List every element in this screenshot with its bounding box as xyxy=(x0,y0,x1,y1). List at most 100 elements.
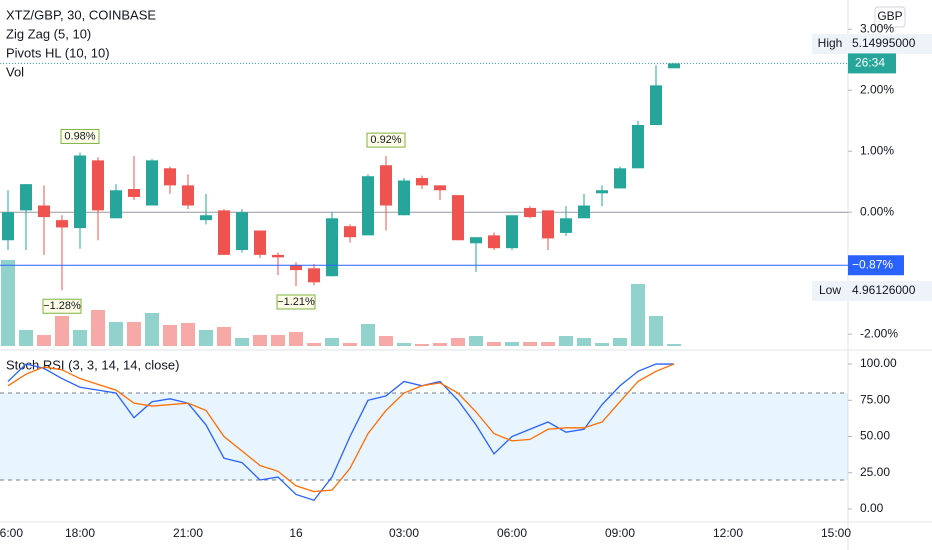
volume-bar xyxy=(73,330,87,346)
y-tick-label: -2.00% xyxy=(860,326,898,340)
x-tick-label: 18:00 xyxy=(65,526,95,540)
volume-bar xyxy=(55,316,69,346)
x-tick-label: 16:00 xyxy=(0,526,23,540)
volume-bar xyxy=(631,284,645,346)
candle-body xyxy=(56,220,68,228)
x-tick-label: 12:00 xyxy=(713,526,743,540)
volume-bar xyxy=(469,336,483,346)
volume-bar xyxy=(487,342,501,346)
pivot-label: −1.21% xyxy=(277,296,315,308)
high-name: High xyxy=(818,36,843,50)
x-tick-label: 21:00 xyxy=(173,526,203,540)
symbol-title: XTZ/GBP, 30, COINBASE xyxy=(6,7,156,22)
volume-bar xyxy=(181,323,195,346)
candle-body xyxy=(20,184,32,211)
volume-bar xyxy=(577,338,591,346)
low-name: Low xyxy=(819,283,841,297)
pivot-box xyxy=(60,128,100,144)
x-tick-label: 16 xyxy=(289,526,303,540)
high-price: 5.14995000 xyxy=(852,36,916,50)
volume-bar xyxy=(397,343,411,346)
pivot-label: −1.28% xyxy=(43,300,81,312)
stoch-line xyxy=(7,363,674,502)
volume-bar xyxy=(325,338,339,346)
candle-body xyxy=(668,63,680,69)
candle-body xyxy=(38,205,50,218)
volume-bar xyxy=(667,344,681,346)
candle-body xyxy=(164,168,176,186)
pivot-box xyxy=(276,294,316,310)
candle-body xyxy=(362,176,374,236)
h-line-label: −0.87% xyxy=(852,257,893,271)
candle-body xyxy=(218,210,230,255)
volume-bar xyxy=(235,338,249,346)
x-tick-label: 06:00 xyxy=(497,526,527,540)
volume-bar xyxy=(1,260,15,346)
candle-body xyxy=(398,180,410,216)
volume-bar xyxy=(217,327,231,346)
volume-bar xyxy=(541,342,555,346)
candle-body xyxy=(524,207,536,218)
y-tick-label: 2.00% xyxy=(860,82,894,96)
volume-bar xyxy=(343,343,357,346)
candle-body xyxy=(128,189,140,197)
candle-body xyxy=(92,160,104,211)
price-tag xyxy=(848,53,896,74)
candle-body xyxy=(470,237,482,244)
volume-bar xyxy=(289,332,303,346)
x-tick-label: 09:00 xyxy=(605,526,635,540)
volume-bar xyxy=(307,343,321,346)
y-tick-label: 0.00% xyxy=(860,204,894,218)
candle-body xyxy=(488,235,500,249)
high-price-tag xyxy=(848,34,932,54)
candle-body xyxy=(578,205,590,219)
h-line-tag xyxy=(848,255,904,276)
candle-body xyxy=(416,178,428,186)
volume-bar xyxy=(109,322,123,346)
low-price: 4.96126000 xyxy=(852,283,916,297)
candle-body xyxy=(146,160,158,206)
pivot-box xyxy=(366,132,406,148)
volume-bar xyxy=(559,336,573,346)
volume-bar xyxy=(253,335,267,346)
volume-bar xyxy=(505,342,519,346)
indicator-label: Zig Zag (5, 10) xyxy=(6,26,91,41)
volume-bar xyxy=(361,324,375,346)
volume-bar xyxy=(649,316,663,346)
low-price-tag xyxy=(848,281,932,301)
volume-bar xyxy=(271,335,285,346)
candle-body xyxy=(434,185,446,191)
candle-body xyxy=(452,195,464,241)
y-tick-label: 50.00 xyxy=(860,429,890,443)
volume-bar xyxy=(379,336,393,346)
volume-bar xyxy=(199,330,213,346)
volume-bar xyxy=(415,344,429,346)
x-tick-label: 03:00 xyxy=(389,526,419,540)
candle-body xyxy=(200,215,212,221)
indicator-label: Stoch RSI (3, 3, 14, 14, close) xyxy=(6,357,179,372)
volume-bar xyxy=(433,343,447,346)
volume-bar xyxy=(19,330,33,346)
y-tick-label: 75.00 xyxy=(860,392,890,406)
currency-box[interactable] xyxy=(874,6,906,28)
candle-body xyxy=(254,230,266,255)
volume-bar xyxy=(127,322,141,346)
pivot-label: 0.98% xyxy=(64,130,95,142)
y-tick-label: 25.00 xyxy=(860,465,890,479)
candle-body xyxy=(560,218,572,233)
countdown: 26:34 xyxy=(855,56,885,70)
volume-bar xyxy=(523,342,537,346)
currency[interactable]: GBP xyxy=(877,9,902,23)
candle-body xyxy=(308,268,320,283)
pivot-box xyxy=(42,298,82,314)
y-tick-label: 100.00 xyxy=(860,356,897,370)
high-tag xyxy=(812,34,848,54)
candle-body xyxy=(326,218,338,277)
candle-body xyxy=(614,168,626,189)
candle-body xyxy=(650,85,662,125)
indicator-label: Vol xyxy=(6,64,24,79)
volume-bar xyxy=(145,313,159,346)
pivot-label: 0.92% xyxy=(370,134,401,146)
